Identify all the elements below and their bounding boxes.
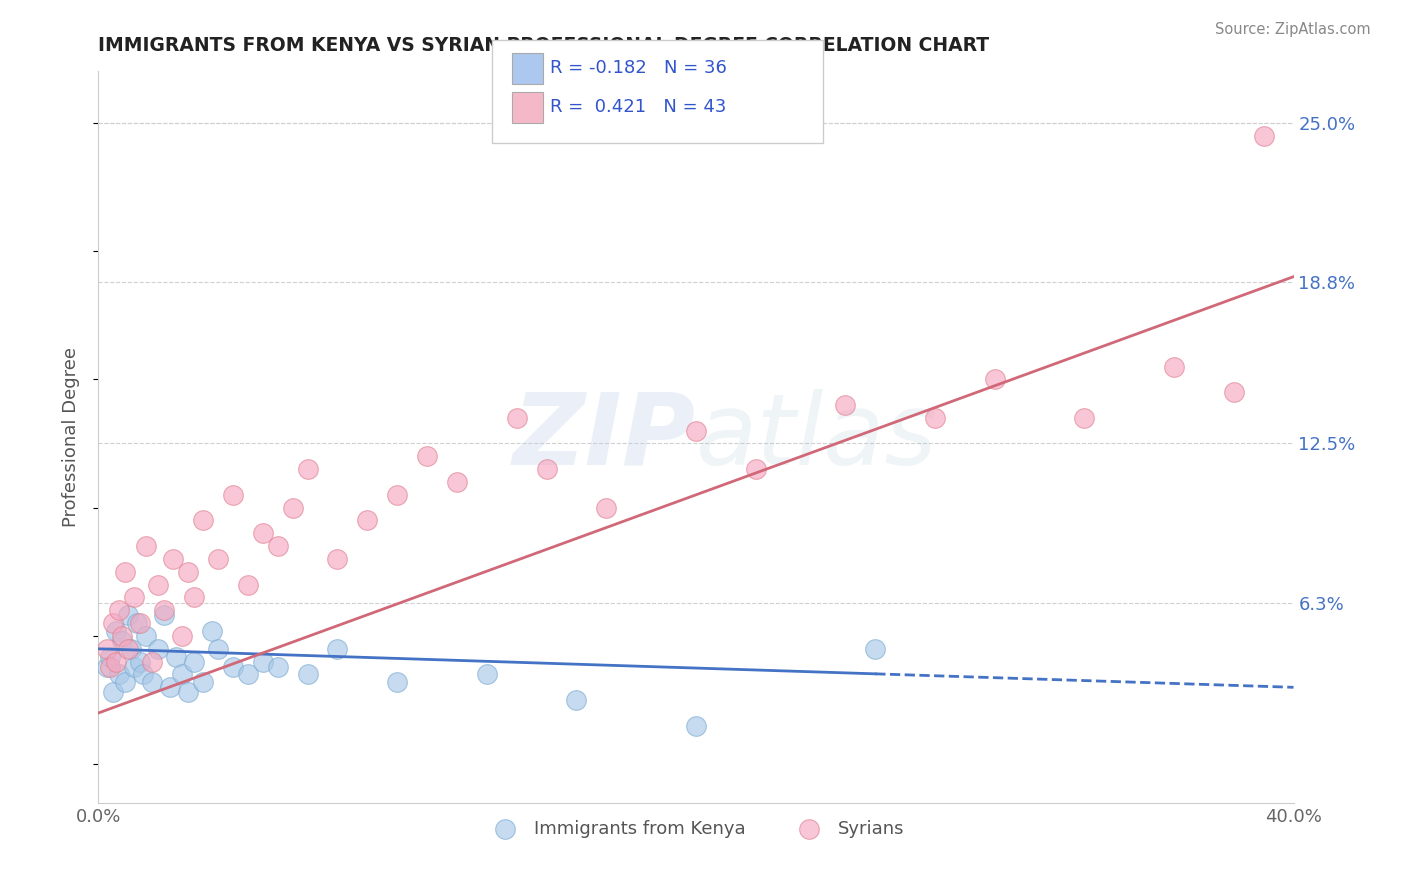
Point	[356, 514, 378, 528]
Point	[446, 475, 468, 489]
Point	[745, 462, 768, 476]
Point	[385, 675, 409, 690]
Point	[475, 667, 498, 681]
Point	[177, 565, 200, 579]
Point	[326, 641, 349, 656]
Point	[162, 552, 184, 566]
Point	[1163, 359, 1185, 374]
Point	[595, 500, 617, 515]
Point	[117, 641, 139, 656]
Point	[177, 685, 200, 699]
Point	[685, 424, 707, 438]
Point	[148, 577, 170, 591]
Point	[685, 719, 707, 733]
Point	[297, 462, 319, 476]
Point	[127, 616, 149, 631]
Text: Source: ZipAtlas.com: Source: ZipAtlas.com	[1215, 22, 1371, 37]
Point	[114, 565, 136, 579]
Point	[111, 629, 134, 643]
Point	[148, 641, 170, 656]
Point	[153, 608, 176, 623]
Point	[129, 616, 152, 631]
Point	[117, 608, 139, 623]
Point	[129, 655, 152, 669]
Point	[191, 675, 214, 690]
Point	[267, 539, 290, 553]
Point	[297, 667, 319, 681]
Point	[207, 552, 229, 566]
Point	[1253, 128, 1275, 143]
Point	[165, 649, 187, 664]
Text: IMMIGRANTS FROM KENYA VS SYRIAN PROFESSIONAL DEGREE CORRELATION CHART: IMMIGRANTS FROM KENYA VS SYRIAN PROFESSI…	[98, 36, 990, 54]
Point	[103, 685, 125, 699]
Point	[924, 410, 946, 425]
Point	[984, 372, 1007, 386]
Point	[834, 398, 856, 412]
Point	[865, 641, 887, 656]
Point	[565, 693, 588, 707]
Point	[183, 655, 205, 669]
Point	[191, 514, 214, 528]
Y-axis label: Professional Degree: Professional Degree	[62, 347, 80, 527]
Point	[108, 667, 131, 681]
Point	[222, 488, 245, 502]
Text: ZIP: ZIP	[513, 389, 696, 485]
Legend: Immigrants from Kenya, Syrians: Immigrants from Kenya, Syrians	[481, 813, 911, 845]
Point	[114, 675, 136, 690]
Point	[96, 641, 118, 656]
Point	[105, 624, 128, 638]
Point	[103, 616, 125, 631]
Point	[124, 660, 146, 674]
Text: R =  0.421   N = 43: R = 0.421 N = 43	[550, 98, 725, 117]
Point	[172, 629, 194, 643]
Point	[236, 667, 259, 681]
Point	[135, 539, 157, 553]
Point	[236, 577, 259, 591]
Point	[141, 655, 163, 669]
Point	[207, 641, 229, 656]
Point	[326, 552, 349, 566]
Point	[536, 462, 558, 476]
Point	[416, 450, 439, 464]
Point	[96, 660, 118, 674]
Point	[98, 660, 122, 674]
Point	[267, 660, 290, 674]
Point	[98, 649, 122, 664]
Point	[105, 655, 128, 669]
Point	[141, 675, 163, 690]
Point	[132, 667, 155, 681]
Point	[124, 591, 146, 605]
Point	[183, 591, 205, 605]
Point	[159, 681, 181, 695]
Point	[120, 641, 142, 656]
Point	[506, 410, 529, 425]
Text: atlas: atlas	[696, 389, 938, 485]
Point	[252, 655, 274, 669]
Text: R = -0.182   N = 36: R = -0.182 N = 36	[550, 59, 727, 78]
Point	[172, 667, 194, 681]
Point	[153, 603, 176, 617]
Point	[252, 526, 274, 541]
Point	[111, 634, 134, 648]
Point	[222, 660, 245, 674]
Point	[201, 624, 224, 638]
Point	[108, 603, 131, 617]
Point	[135, 629, 157, 643]
Point	[281, 500, 304, 515]
Point	[385, 488, 409, 502]
Point	[1073, 410, 1095, 425]
Point	[1223, 385, 1246, 400]
